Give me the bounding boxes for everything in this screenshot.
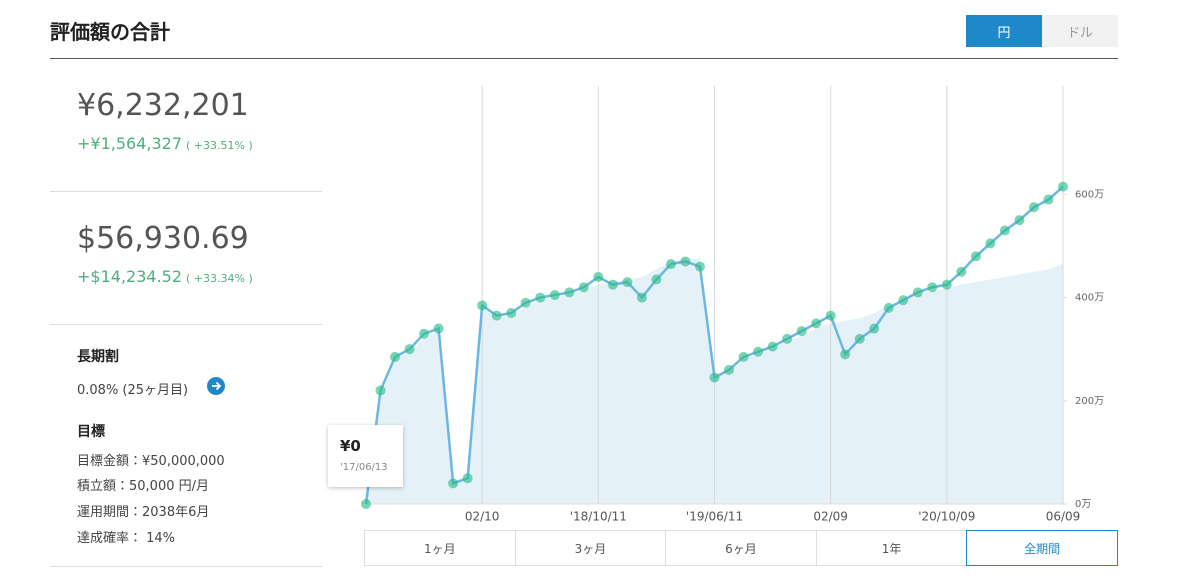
point <box>564 287 575 298</box>
range-button[interactable]: 全期間 <box>966 530 1118 566</box>
usd-value: $56,930.69 <box>77 221 249 256</box>
point <box>709 372 720 383</box>
jpy-value: ¥6,232,201 <box>77 88 249 123</box>
divider <box>50 191 322 192</box>
header-rule <box>50 58 1118 59</box>
jpy-change-pct: ( +33.51% ) <box>186 139 253 152</box>
point <box>811 318 822 329</box>
range-button[interactable]: 6ヶ月 <box>665 530 817 566</box>
point <box>607 279 618 290</box>
currency-toggle: 円 ドル <box>966 15 1118 47</box>
discount-text: 0.08% (25ヶ月目) <box>77 383 189 398</box>
point <box>898 295 909 306</box>
point <box>970 251 981 262</box>
point <box>1028 202 1039 213</box>
usd-change: +$14,234.52( +33.34% ) <box>77 267 253 286</box>
point <box>869 323 880 334</box>
point <box>956 266 967 277</box>
point <box>433 323 444 334</box>
point <box>941 279 952 290</box>
x-tick-label: 06/09 <box>1046 510 1081 524</box>
toggle-dollar[interactable]: ドル <box>1042 15 1118 47</box>
page-title: 評価額の合計 <box>50 20 170 44</box>
point <box>549 290 560 300</box>
point <box>985 238 996 249</box>
chart: 02/10 '18/10/11 '19/06/11 02/09 '20/10/09 06/… <box>361 86 1104 524</box>
point <box>883 302 894 313</box>
y-tick-label: 400万 <box>1075 293 1104 304</box>
point <box>361 499 371 509</box>
point <box>680 256 691 267</box>
tooltip-date: '17/06/13 <box>340 462 388 473</box>
toggle-yen[interactable]: 円 <box>966 15 1042 47</box>
point <box>927 282 938 293</box>
point <box>1043 194 1054 205</box>
point <box>753 346 764 357</box>
divider <box>50 566 322 567</box>
goal-item: 達成確率： 14% <box>77 531 176 546</box>
x-tick-label: '20/10/09 <box>918 510 975 524</box>
point <box>491 310 502 321</box>
range-buttons: 1ヶ月 3ヶ月 6ヶ月 1年 全期間 <box>364 530 1118 566</box>
point <box>999 225 1010 236</box>
point <box>651 274 662 285</box>
point <box>796 326 807 337</box>
jpy-change-amount: +¥1,564,327 <box>77 134 183 153</box>
point <box>840 349 851 360</box>
point <box>506 308 517 319</box>
y-tick-label: 200万 <box>1075 396 1104 407</box>
tooltip-value: ¥0 <box>340 437 361 455</box>
x-tick-label: 02/09 <box>813 510 848 524</box>
point <box>782 333 793 344</box>
point <box>636 292 647 303</box>
point <box>462 473 473 484</box>
jpy-change: +¥1,564,327( +33.51% ) <box>77 134 253 153</box>
info-arrow[interactable] <box>207 377 225 395</box>
point <box>535 292 546 303</box>
point <box>724 364 735 375</box>
point <box>404 344 415 355</box>
point <box>419 328 430 339</box>
x-tick-label: 02/10 <box>465 510 500 524</box>
goal-label: 目標 <box>77 424 105 440</box>
point <box>912 287 923 298</box>
usd-change-pct: ( +33.34% ) <box>186 272 253 285</box>
point <box>1014 215 1025 226</box>
point <box>477 300 488 311</box>
range-button[interactable]: 1ヶ月 <box>364 530 516 566</box>
x-tick-label: '18/10/11 <box>570 510 627 524</box>
point <box>665 259 676 270</box>
usd-change-amount: +$14,234.52 <box>77 267 183 286</box>
point <box>694 261 705 272</box>
point <box>520 297 531 308</box>
point <box>854 333 865 344</box>
y-tick-label: 0万 <box>1075 499 1091 510</box>
discount-label: 長期割 <box>77 349 119 365</box>
range-button[interactable]: 1年 <box>815 530 968 566</box>
point <box>375 385 386 396</box>
goal-item: 目標金額：¥50,000,000 <box>77 454 225 469</box>
tooltip: ¥0 '17/06/13 <box>328 425 403 487</box>
point <box>390 351 401 362</box>
point <box>578 282 589 293</box>
divider <box>50 324 322 325</box>
point <box>622 277 633 288</box>
range-button[interactable]: 3ヶ月 <box>514 530 667 566</box>
y-tick-label: 600万 <box>1075 189 1104 200</box>
goal-item: 積立額：50,000 円/月 <box>77 479 209 494</box>
point <box>1058 181 1068 192</box>
point <box>738 351 749 362</box>
point <box>825 310 836 321</box>
goal-item: 運用期間：2038年6月 <box>77 505 210 520</box>
x-tick-label: '19/06/11 <box>686 510 743 524</box>
point <box>593 271 604 282</box>
point <box>767 341 778 352</box>
point <box>448 478 459 489</box>
